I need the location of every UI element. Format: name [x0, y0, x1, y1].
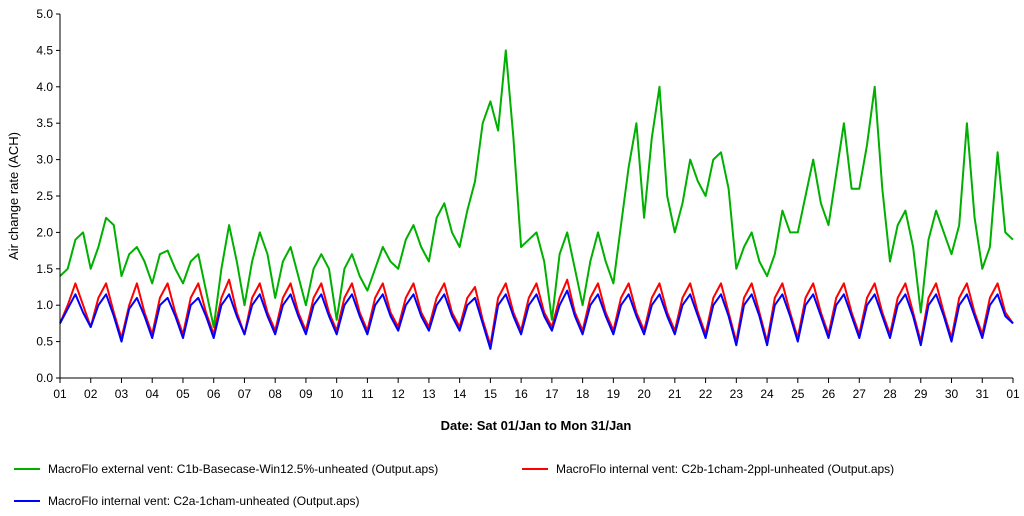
x-tick-label: 26 — [822, 387, 836, 401]
x-tick-label: 08 — [269, 387, 283, 401]
x-tick-label: 10 — [330, 387, 344, 401]
x-tick-label: 17 — [545, 387, 559, 401]
x-ticks: 01 02 03 04 05 06 07 08 09 10 11 12 13 14 15 16 17 18 19 20… — [53, 378, 1020, 401]
x-tick-label: 18 — [576, 387, 590, 401]
x-tick-label: 13 — [422, 387, 436, 401]
x-tick-label: 14 — [453, 387, 467, 401]
x-tick-label: 21 — [668, 387, 682, 401]
x-tick-label: 12 — [391, 387, 405, 401]
x-tick-label: 09 — [299, 387, 313, 401]
x-tick-label: 31 — [976, 387, 990, 401]
y-tick-label: 1.5 — [36, 262, 53, 276]
series-line-2 — [59, 278, 1014, 347]
x-tick-label: 27 — [853, 387, 867, 401]
x-tick-label: 04 — [146, 387, 160, 401]
x-tick-label: 23 — [730, 387, 744, 401]
x-tick-label: 29 — [914, 387, 928, 401]
x-tick-label: 30 — [945, 387, 959, 401]
x-tick-label: 28 — [883, 387, 897, 401]
x-tick-label: 01 — [53, 387, 67, 401]
x-tick-label: 24 — [760, 387, 774, 401]
x-tick-label: 02 — [84, 387, 98, 401]
x-axis-title: Date: Sat 01/Jan to Mon 31/Jan — [441, 418, 632, 433]
x-tick-label: 20 — [637, 387, 651, 401]
axes — [59, 14, 1013, 379]
y-axis-title: Air change rate (ACH) — [6, 132, 21, 260]
y-tick-label: 1.0 — [36, 298, 53, 312]
y-tick-label: 4.5 — [36, 43, 53, 57]
y-tick-label: 3.5 — [36, 116, 53, 130]
y-tick-label: 0.5 — [36, 335, 53, 349]
series-line-3 — [59, 289, 1014, 350]
x-tick-label: 07 — [238, 387, 252, 401]
series-line-1 — [59, 49, 1014, 328]
y-tick-label: 2.0 — [36, 225, 53, 239]
y-tick-label: 5.0 — [36, 7, 53, 21]
x-tick-label: 05 — [176, 387, 190, 401]
x-tick-label: 01 — [1006, 387, 1020, 401]
x-tick-label: 22 — [699, 387, 713, 401]
x-tick-label: 19 — [607, 387, 621, 401]
y-tick-label: 4.0 — [36, 80, 53, 94]
x-tick-label: 11 — [361, 387, 374, 401]
y-ticks: 0.0 0.5 1.0 1.5 2.0 2.5 3.0 3.5 4.0 4.5 5.0 — [36, 7, 60, 385]
series-lines — [59, 49, 1014, 350]
x-tick-label: 25 — [791, 387, 805, 401]
x-tick-label: 06 — [207, 387, 221, 401]
y-tick-label: 0.0 — [36, 371, 53, 385]
x-tick-label: 03 — [115, 387, 129, 401]
y-tick-label: 3.0 — [36, 153, 53, 167]
x-tick-label: 15 — [484, 387, 498, 401]
y-tick-label: 2.5 — [36, 189, 53, 203]
x-tick-label: 16 — [514, 387, 528, 401]
